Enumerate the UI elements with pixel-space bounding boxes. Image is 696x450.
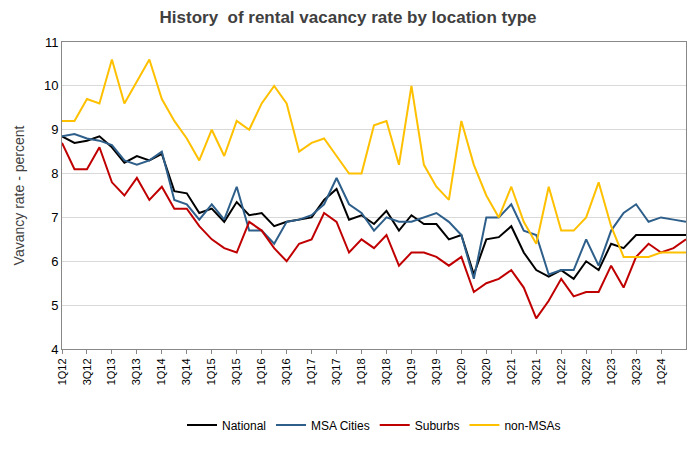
svg-text:11: 11 (45, 35, 59, 50)
svg-text:3Q20: 3Q20 (480, 358, 492, 385)
svg-text:6: 6 (51, 254, 58, 269)
svg-text:3Q19: 3Q19 (430, 358, 442, 385)
svg-text:1Q18: 1Q18 (355, 358, 367, 385)
svg-text:1Q23: 1Q23 (605, 358, 617, 385)
svg-text:9: 9 (51, 122, 58, 137)
svg-text:1Q12: 1Q12 (56, 358, 68, 385)
svg-text:Suburbs: Suburbs (415, 419, 460, 433)
svg-text:1Q24: 1Q24 (655, 358, 667, 385)
svg-text:1Q19: 1Q19 (405, 358, 417, 385)
svg-text:3Q16: 3Q16 (280, 358, 292, 385)
svg-text:3Q17: 3Q17 (330, 358, 342, 385)
svg-text:1Q22: 1Q22 (555, 358, 567, 385)
svg-text:National: National (222, 419, 266, 433)
svg-text:MSA Cities: MSA Cities (311, 419, 370, 433)
svg-text:3Q15: 3Q15 (230, 358, 242, 385)
svg-text:10: 10 (44, 78, 58, 93)
svg-text:1Q16: 1Q16 (255, 358, 267, 385)
svg-text:3Q13: 3Q13 (130, 358, 142, 385)
svg-text:3Q22: 3Q22 (580, 358, 592, 385)
svg-text:1Q17: 1Q17 (305, 358, 317, 385)
svg-text:5: 5 (51, 298, 58, 313)
svg-text:3Q23: 3Q23 (630, 358, 642, 385)
svg-text:1Q13: 1Q13 (105, 358, 117, 385)
svg-text:7: 7 (51, 210, 58, 225)
svg-text:History of rental vacancy rat: History of rental vacancy rate by locati… (160, 8, 537, 27)
svg-text:non-MSAs: non-MSAs (504, 419, 560, 433)
svg-text:Vavancy rate - percent: Vavancy rate - percent (11, 125, 27, 265)
svg-text:1Q15: 1Q15 (205, 358, 217, 385)
svg-text:1Q14: 1Q14 (155, 358, 167, 385)
svg-text:1Q20: 1Q20 (455, 358, 467, 385)
svg-text:1Q21: 1Q21 (505, 358, 517, 385)
svg-text:3Q12: 3Q12 (81, 358, 93, 385)
svg-text:3Q21: 3Q21 (530, 358, 542, 385)
svg-text:4: 4 (51, 342, 58, 357)
svg-text:3Q18: 3Q18 (380, 358, 392, 385)
svg-text:3Q14: 3Q14 (180, 358, 192, 385)
svg-text:8: 8 (51, 166, 58, 181)
